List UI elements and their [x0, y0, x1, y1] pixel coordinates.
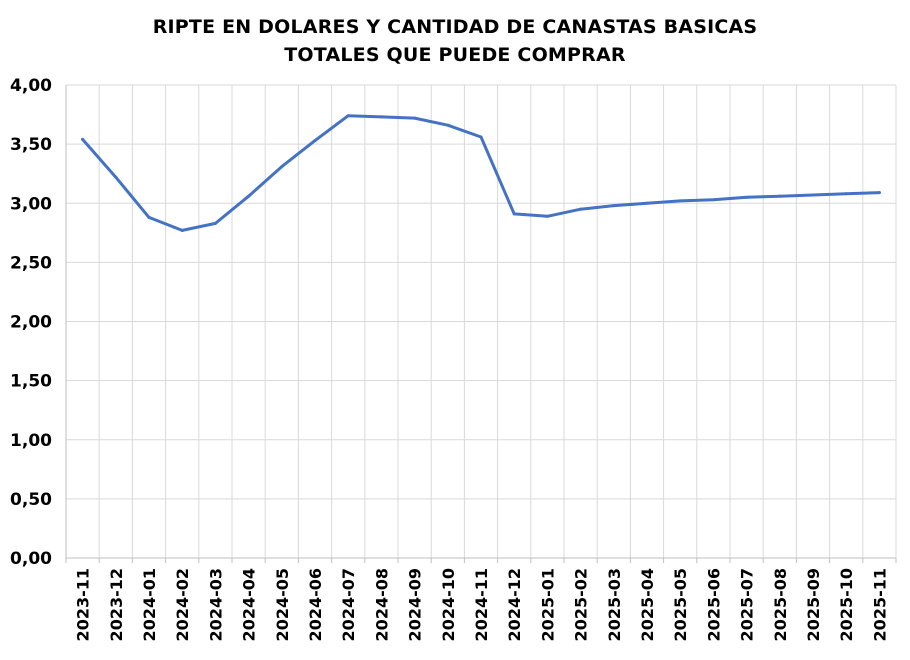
y-tick-label: 4,00 — [10, 76, 52, 96]
y-tick-label: 2,50 — [10, 253, 52, 273]
data-point — [711, 198, 715, 202]
x-tick-label: 2025-04 — [638, 568, 657, 641]
chart-title-line-1: RIPTE EN DOLARES Y CANTIDAD DE CANASTAS … — [152, 16, 758, 38]
x-tick-label: 2025-05 — [671, 568, 690, 641]
y-tick-label: 0,50 — [10, 490, 52, 510]
y-tick-label: 1,50 — [10, 372, 52, 392]
data-point — [877, 191, 881, 195]
x-tick-label: 2025-10 — [837, 568, 856, 641]
chart-title-line-2: TOTALES QUE PUEDE COMPRAR — [284, 44, 626, 66]
data-point — [446, 123, 450, 127]
data-point — [811, 193, 815, 197]
data-point — [280, 165, 284, 169]
x-tick-label: 2024-11 — [472, 568, 491, 641]
data-point — [413, 116, 417, 120]
x-tick-label: 2023-12 — [107, 568, 126, 641]
x-tick-label: 2023-11 — [74, 568, 93, 641]
data-point — [346, 114, 350, 118]
y-tick-label: 3,50 — [10, 135, 52, 155]
data-point — [645, 201, 649, 205]
data-point — [213, 221, 217, 225]
data-point — [180, 228, 184, 232]
x-tick-label: 2024-12 — [505, 568, 524, 641]
data-point — [479, 135, 483, 139]
y-tick-label: 3,00 — [10, 194, 52, 214]
x-tick-label: 2025-07 — [738, 568, 757, 641]
x-tick-label: 2024-05 — [273, 568, 292, 641]
series-line — [81, 114, 881, 232]
data-point — [512, 212, 516, 216]
data-point — [612, 204, 616, 208]
x-tick-label: 2024-09 — [406, 568, 425, 641]
x-tick-label: 2024-08 — [372, 568, 391, 641]
x-tick-label: 2024-06 — [306, 568, 325, 641]
x-tick-label: 2024-10 — [439, 568, 458, 641]
data-point — [379, 115, 383, 119]
data-point — [247, 194, 251, 198]
data-point — [114, 175, 118, 179]
data-point — [579, 207, 583, 211]
x-tick-label: 2024-04 — [240, 568, 259, 641]
x-tick-label: 2024-02 — [173, 568, 192, 641]
x-tick-label: 2024-03 — [206, 568, 225, 641]
y-tick-label: 2,00 — [10, 313, 52, 333]
data-point — [844, 192, 848, 196]
x-tick-label: 2025-09 — [804, 568, 823, 641]
data-point — [778, 194, 782, 198]
x-tick-label: 2024-01 — [140, 568, 159, 641]
data-point — [745, 195, 749, 199]
x-tick-label: 2025-02 — [572, 568, 591, 641]
y-tick-label: 1,00 — [10, 431, 52, 451]
data-point — [313, 139, 317, 143]
data-point — [545, 214, 549, 218]
x-tick-label: 2025-11 — [870, 568, 889, 641]
x-tick-label: 2025-08 — [771, 568, 790, 641]
x-tick-label: 2025-01 — [538, 568, 557, 641]
x-tick-label: 2025-03 — [605, 568, 624, 641]
x-tick-label: 2024-07 — [339, 568, 358, 641]
data-point — [81, 137, 85, 141]
y-tick-label: 0,00 — [10, 549, 52, 569]
data-point — [678, 199, 682, 203]
data-point — [147, 215, 151, 219]
x-tick-label: 2025-06 — [704, 568, 723, 641]
